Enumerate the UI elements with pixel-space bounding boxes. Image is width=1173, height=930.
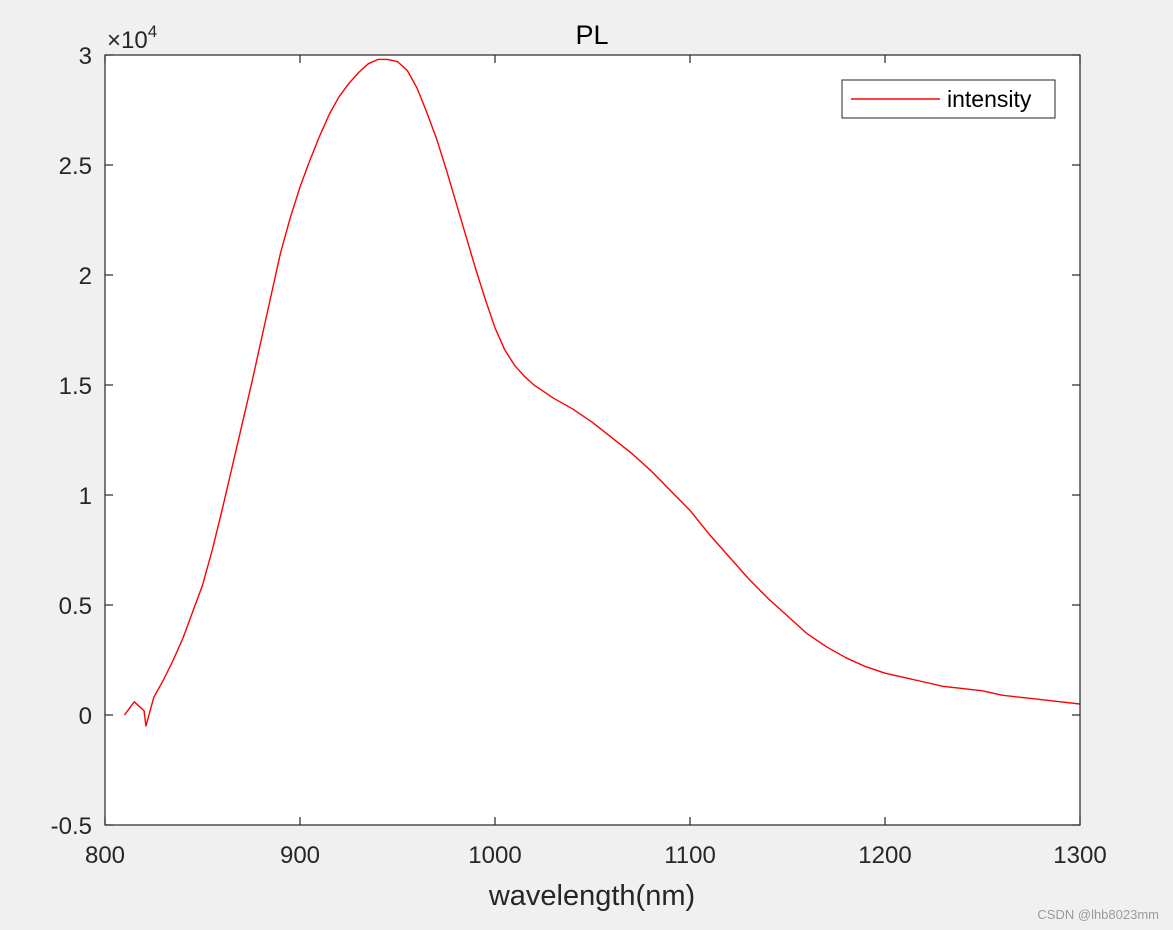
watermark: CSDN @lhb8023mm (1037, 907, 1159, 922)
legend: intensity (841, 79, 1056, 119)
y-tick-label: -0.5 (51, 813, 92, 840)
y-tick-label: 1.5 (59, 373, 92, 400)
chart-title: PL (575, 20, 608, 50)
plot-frame (104, 54, 1081, 826)
x-tick-label: 800 (85, 842, 125, 869)
plot-area (105, 55, 1080, 825)
y-exponent-label: ×104 (107, 22, 157, 54)
x-tick-label: 1000 (468, 842, 521, 869)
legend-box (841, 79, 1056, 119)
x-tick-label: 1100 (664, 842, 716, 869)
x-tick-label: 900 (280, 842, 320, 869)
x-tick-label: 1200 (858, 842, 911, 869)
y-tick-label: 2 (79, 263, 92, 290)
y-tick-label: 0.5 (59, 593, 92, 620)
x-axis-label: wavelength(nm) (488, 880, 695, 912)
series-line-intensity (123, 58, 1081, 727)
x-tick-label: 1300 (1053, 842, 1106, 869)
tick-labels: 800 900 1000 1100 1200 1300 -0.5 0 0.5 1 1.5 2 2.5 3 (51, 43, 1107, 869)
y-tick-label: 0 (79, 703, 92, 730)
y-tick-label: 1 (79, 483, 92, 510)
legend-label-intensity: intensity (947, 86, 1032, 112)
y-tick-label: 3 (79, 43, 92, 70)
y-tick-label: 2.5 (59, 153, 92, 180)
